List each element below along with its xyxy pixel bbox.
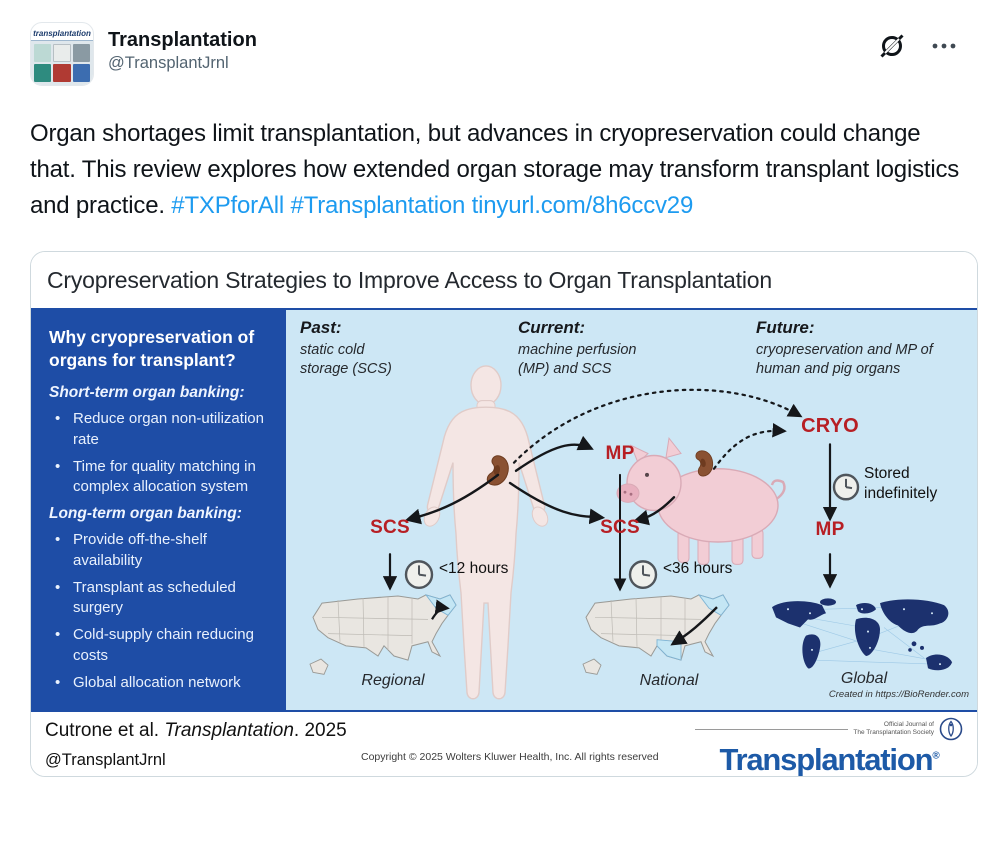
- current-title: Current:: [518, 318, 586, 338]
- clock-icon: [404, 560, 434, 590]
- human-figure-illustration: [423, 365, 549, 700]
- journal-logo-name: Transplantation®: [695, 742, 963, 777]
- list-item: Global allocation network: [49, 673, 272, 694]
- list-item: Cold-supply chain reducing costs: [49, 625, 272, 666]
- list-item: Time for quality matching in complex all…: [49, 457, 272, 498]
- column-current: Current: machine perfusion (MP) and SCS: [518, 318, 688, 378]
- tweet-text-main: Organ shortages limit transplantation, b…: [30, 120, 960, 219]
- clock-icons: [404, 473, 860, 590]
- tweet-link[interactable]: tinyurl.com/8h6ccv29: [471, 192, 694, 219]
- column-future: Future: cryopreservation and MP of human…: [756, 318, 966, 378]
- clock-icon: [832, 473, 860, 501]
- dotted-arrow-human-to-cryo: [512, 388, 803, 464]
- avatar-tile: [72, 64, 90, 82]
- footer-handle: @TransplantJrnl: [45, 751, 166, 769]
- author-name[interactable]: Transplantation: [108, 29, 257, 51]
- registered-mark: ®: [932, 750, 939, 762]
- post-actions: [878, 22, 960, 60]
- label-global: Global: [840, 670, 888, 688]
- hashtag-transplantation[interactable]: #Transplantation: [290, 192, 466, 219]
- avatar-tile: [53, 64, 71, 82]
- arrow-pig-to-scs-mid: [632, 496, 676, 526]
- arrow-kidney-to-scs-left: [404, 473, 500, 525]
- label-stored-indefinitely: Stored indefinitely: [864, 465, 938, 503]
- journal-tagline: Official Journal of The Transplantation …: [853, 721, 934, 737]
- post-header: transplantation Transplantation @Transpl…: [30, 22, 960, 86]
- pig-kidney-illustration: [695, 450, 714, 477]
- future-subtitle: cryopreservation and MP of human and pig…: [756, 342, 933, 377]
- infographic-title: Cryopreservation Strategies to Improve A…: [31, 252, 977, 309]
- clock-icon: [628, 560, 658, 590]
- infographic-body: Why cryopreservation of organs for trans…: [31, 308, 977, 712]
- short-term-label: Short-term organ banking:: [49, 384, 245, 402]
- author-block: Transplantation @TransplantJrnl: [108, 22, 878, 76]
- more-button[interactable]: [932, 42, 956, 50]
- hashtag-txpforall[interactable]: #TXPforAll: [171, 192, 285, 219]
- journal-logo-top: Official Journal of The Transplantation …: [695, 717, 963, 741]
- long-term-label: Long-term organ banking:: [49, 505, 242, 523]
- tweet-image-card[interactable]: Cryopreservation Strategies to Improve A…: [30, 251, 978, 777]
- long-term-list: Provide off-the-shelf availability Trans…: [49, 530, 272, 693]
- society-emblem-icon: [939, 717, 963, 741]
- avatar-tile: [72, 44, 90, 62]
- avatar[interactable]: transplantation: [30, 22, 94, 86]
- avatar-tile: [34, 64, 52, 82]
- tweet-text: Organ shortages limit transplantation, b…: [30, 116, 960, 224]
- past-subtitle: static cold storage (SCS): [300, 342, 392, 377]
- us-map-national: [582, 594, 730, 675]
- journal-logo-block: Official Journal of The Transplantation …: [695, 717, 963, 777]
- future-title: Future:: [756, 318, 815, 338]
- avatar-journal-masthead: transplantation: [31, 23, 93, 41]
- dotted-arrow-pig-to-cryo: [712, 423, 787, 470]
- why-cryo-sidebar: Why cryopreservation of organs for trans…: [31, 310, 286, 710]
- logo-divider-line: [695, 728, 849, 730]
- label-cryo: CRYO: [801, 415, 859, 438]
- tagline-line2: The Transplantation Society: [853, 729, 934, 736]
- tagline-line1: Official Journal of: [883, 720, 934, 728]
- label-36-hours: <36 hours: [663, 560, 733, 578]
- copyright-notice: Copyright © 2025 Wolters Kluwer Health, …: [361, 751, 659, 763]
- infographic-footer: Cutrone et al. Transplantation. 2025 @Tr…: [31, 712, 977, 776]
- grok-button[interactable]: [878, 32, 906, 60]
- past-title: Past:: [300, 318, 342, 338]
- list-item: Transplant as scheduled surgery: [49, 578, 272, 619]
- flow-arrows: [382, 388, 838, 592]
- current-subtitle: machine perfusion (MP) and SCS: [518, 342, 637, 377]
- citation-authors: Cutrone et al.: [45, 720, 165, 741]
- arrow-kidney-to-mp: [514, 435, 594, 473]
- avatar-tile: [34, 44, 52, 62]
- timeline-diagram: Past: static cold storage (SCS) Current:…: [286, 310, 977, 710]
- citation-year: . 2025: [293, 720, 347, 741]
- label-national: National: [639, 672, 699, 690]
- avatar-cover-collage: [31, 41, 93, 85]
- label-scs-mid: SCS: [600, 517, 640, 539]
- label-mp-mid: MP: [605, 443, 635, 465]
- short-term-list: Reduce organ non-utilization rate Time f…: [49, 409, 272, 497]
- diagram-artwork: [309, 365, 952, 700]
- list-item: Reduce organ non-utilization rate: [49, 409, 272, 450]
- list-item: Provide off-the-shelf availability: [49, 530, 272, 571]
- world-map-global: [772, 598, 952, 671]
- sidebar-heading: Why cryopreservation of organs for trans…: [49, 327, 255, 371]
- grok-icon: [880, 34, 904, 58]
- more-icon: [932, 43, 956, 49]
- biorender-credit: Created in https://BioRender.com: [828, 689, 969, 701]
- label-mp-right: MP: [815, 519, 845, 541]
- logo-wordmark: Transplantation: [719, 742, 934, 777]
- column-past: Past: static cold storage (SCS): [300, 318, 420, 378]
- arrow-kidney-to-scs-mid: [508, 481, 606, 525]
- author-handle[interactable]: @TransplantJrnl: [108, 54, 229, 72]
- us-map-regional: [309, 594, 457, 675]
- label-regional: Regional: [361, 672, 425, 690]
- citation: Cutrone et al. Transplantation. 2025: [45, 720, 963, 742]
- label-12-hours: <12 hours: [439, 560, 509, 578]
- label-scs-left: SCS: [370, 517, 410, 539]
- pig-illustration: [616, 437, 786, 565]
- avatar-tile: [53, 44, 71, 62]
- citation-journal: Transplantation: [164, 720, 294, 741]
